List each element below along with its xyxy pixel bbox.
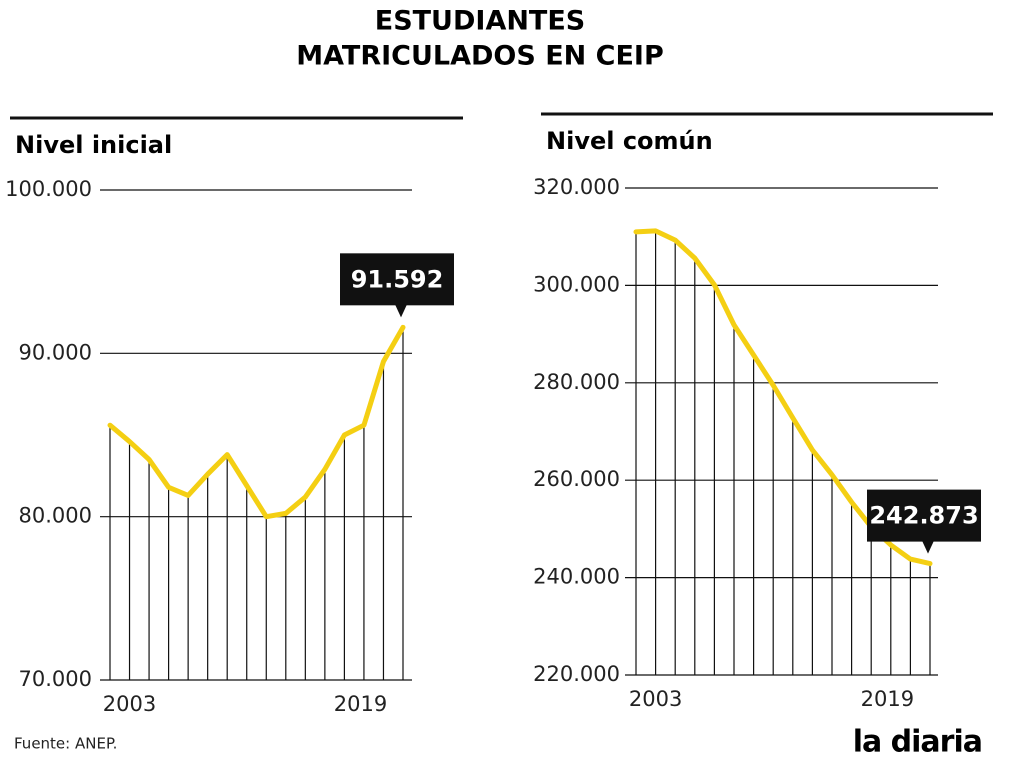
callout-pointer [395,304,407,318]
chart-title: Nivel común [546,127,713,155]
callout-pointer [922,540,934,554]
callout-box [867,489,981,542]
x-tick-label: 2019 [861,687,914,711]
callout-box [340,253,454,306]
x-tick-label: 2003 [629,687,682,711]
source: Fuente: ANEP. [14,735,117,753]
x-tick-label: 2019 [334,692,387,716]
y-tick-label: 90.000 [19,340,92,364]
value-label: 91.592 [351,265,444,293]
y-tick-label: 100.000 [5,177,92,201]
y-tick-label: 320.000 [533,175,620,199]
x-tick-label: 2003 [103,692,156,716]
chart-title: Nivel inicial [15,131,172,159]
y-tick-label: 280.000 [533,370,620,394]
y-tick-label: 80.000 [19,504,92,528]
title-line: ESTUDIANTES [375,6,586,37]
data-line [107,324,406,520]
y-tick-label: 260.000 [533,467,620,491]
y-tick-label: 300.000 [533,272,620,296]
value-label: 242.873 [869,502,978,530]
y-tick-label: 70.000 [19,667,92,691]
title-line: MATRICULADOS EN CEIP [296,41,664,72]
brand: la diaria [853,725,982,760]
y-tick-label: 240.000 [533,565,620,589]
y-tick-label: 220.000 [533,662,620,686]
